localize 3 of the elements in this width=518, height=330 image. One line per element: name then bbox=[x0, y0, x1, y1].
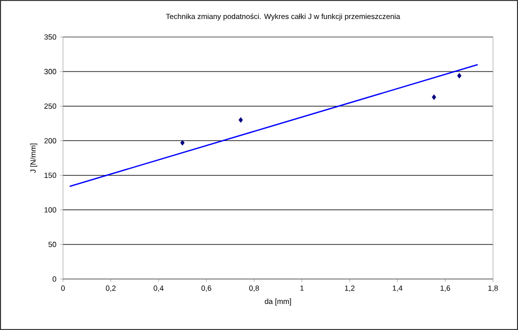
point bbox=[180, 140, 185, 146]
point bbox=[432, 94, 436, 100]
point bbox=[238, 117, 243, 123]
